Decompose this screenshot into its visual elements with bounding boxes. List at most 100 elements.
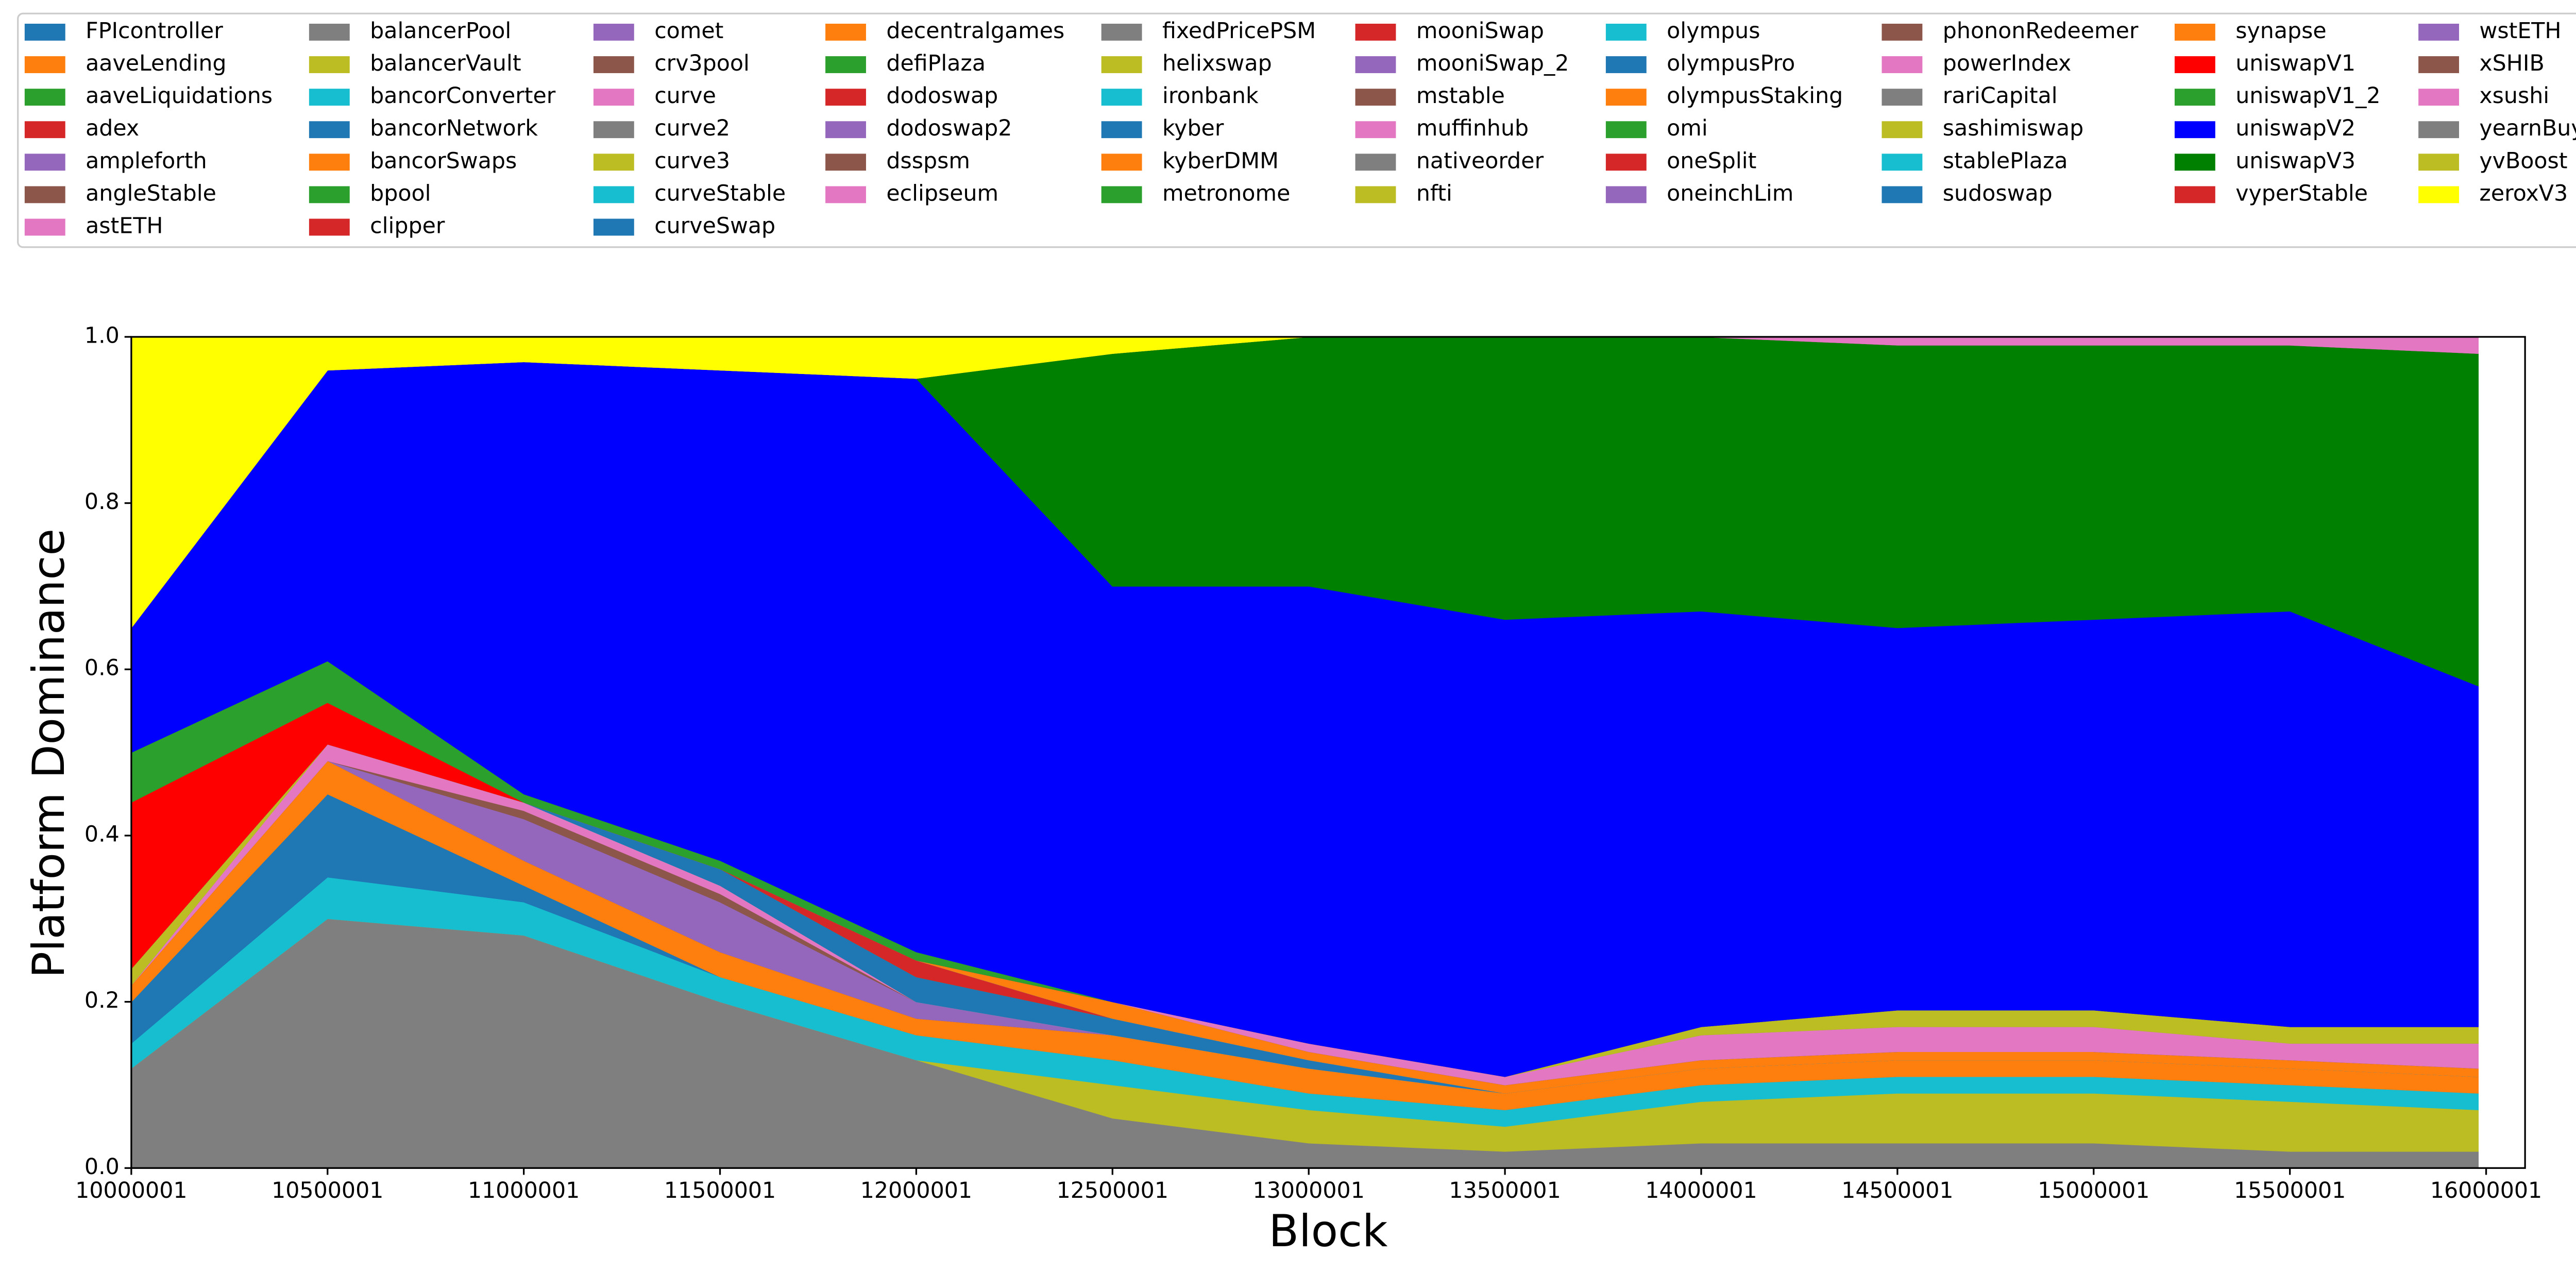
legend-label: mooniSwap_2 (1416, 50, 1569, 76)
legend-swatch (24, 186, 65, 203)
legend-label: helixswap (1162, 50, 1272, 76)
legend-label: curve2 (654, 115, 730, 141)
legend-swatch (1355, 56, 1396, 73)
legend-label: xsushi (2479, 83, 2549, 109)
legend-swatch (309, 218, 350, 236)
legend-swatch (1605, 186, 1647, 203)
legend-label: kyberDMM (1162, 148, 1279, 174)
legend-label: nfti (1416, 180, 1452, 206)
x-tick-label: 13500001 (1449, 1178, 1561, 1203)
legend-frame (17, 12, 2576, 248)
legend-label: mooniSwap (1416, 18, 1544, 44)
legend-label: dodoswap (886, 83, 998, 109)
legend-swatch (24, 154, 65, 171)
x-tick-label: 16000001 (2430, 1178, 2542, 1203)
legend-swatch (2174, 121, 2215, 139)
legend-label: sashimiswap (1943, 115, 2084, 141)
x-tick-label: 12500001 (1057, 1178, 1168, 1203)
legend-swatch (2418, 154, 2459, 171)
legend-swatch (1882, 24, 1923, 41)
legend-swatch (1101, 56, 1142, 73)
legend-label: FPIcontroller (86, 18, 223, 44)
legend-swatch (1355, 186, 1396, 203)
legend-swatch (1355, 24, 1396, 41)
y-tick-label: 0.4 (84, 821, 120, 847)
legend-swatch (1355, 154, 1396, 171)
x-axis-label: Block (1268, 1206, 1388, 1257)
legend-label: curveStable (654, 180, 786, 206)
legend-swatch (2418, 24, 2459, 41)
legend-swatch (1101, 186, 1142, 203)
legend-swatch (825, 154, 866, 171)
legend-swatch (1605, 24, 1647, 41)
legend-swatch (2418, 56, 2459, 73)
legend-swatch (1882, 121, 1923, 139)
legend-label: xSHIB (2479, 50, 2544, 76)
legend-label: rariCapital (1943, 83, 2058, 109)
legend-swatch (24, 218, 65, 236)
legend-label: nativeorder (1416, 148, 1544, 174)
legend-label: bancorConverter (370, 83, 556, 109)
legend-swatch (825, 56, 866, 73)
y-tick-label: 0.2 (84, 988, 120, 1013)
legend-label: balancerVault (370, 50, 521, 76)
legend-swatch (593, 56, 634, 73)
legend-swatch (1101, 24, 1142, 41)
legend-swatch (309, 186, 350, 203)
legend-label: sudoswap (1943, 180, 2053, 206)
legend-label: eclipseum (886, 180, 998, 206)
legend-label: yearnBuyBack (2479, 115, 2576, 141)
legend-swatch (1882, 154, 1923, 171)
legend-swatch (1882, 89, 1923, 106)
x-tick-label: 14000001 (1645, 1178, 1757, 1203)
legend-label: wstETH (2479, 18, 2561, 44)
legend-label: uniswapV1_2 (2235, 83, 2380, 109)
x-tick-label: 15500001 (2234, 1178, 2346, 1203)
legend-swatch (2418, 121, 2459, 139)
legend-swatch (1355, 121, 1396, 139)
x-tick-label: 13000001 (1253, 1178, 1365, 1203)
legend-label: curve3 (654, 148, 730, 174)
legend-swatch (593, 121, 634, 139)
x-tick-label: 14500001 (1841, 1178, 1953, 1203)
legend-label: muffinhub (1416, 115, 1529, 141)
legend-label: uniswapV3 (2235, 148, 2355, 174)
legend-label: fixedPricePSM (1162, 18, 1316, 44)
legend-label: phononRedeemer (1943, 18, 2139, 44)
y-tick-label: 1.0 (84, 323, 120, 348)
legend-label: decentralgames (886, 18, 1064, 44)
legend-label: oneSplit (1667, 148, 1756, 174)
legend-swatch (1882, 56, 1923, 73)
legend-swatch (825, 186, 866, 203)
legend-label: uniswapV1 (2235, 50, 2355, 76)
legend-label: synapse (2235, 18, 2326, 44)
legend-label: comet (654, 18, 723, 44)
legend-label: yvBoost (2479, 148, 2567, 174)
legend-swatch (2174, 186, 2215, 203)
legend-label: olympus (1667, 18, 1760, 44)
legend-swatch (593, 89, 634, 106)
legend-label: clipper (370, 213, 445, 239)
legend-swatch (309, 56, 350, 73)
legend-swatch (2174, 24, 2215, 41)
legend-swatch (2174, 56, 2215, 73)
legend-swatch (2418, 89, 2459, 106)
legend-label: defiPlaza (886, 50, 986, 76)
legend-swatch (1101, 121, 1142, 139)
legend-label: angleStable (86, 180, 216, 206)
legend-label: vyperStable (2235, 180, 2368, 206)
legend-swatch (1101, 154, 1142, 171)
legend-label: oneinchLim (1667, 180, 1793, 206)
legend-swatch (2418, 186, 2459, 203)
legend-label: adex (86, 115, 139, 141)
legend-swatch (309, 154, 350, 171)
x-tick-label: 15000001 (2038, 1178, 2149, 1203)
legend-swatch (24, 24, 65, 41)
legend-swatch (825, 121, 866, 139)
legend-label: ironbank (1162, 83, 1259, 109)
legend-label: zeroxV3 (2479, 180, 2568, 206)
legend-label: curveSwap (654, 213, 775, 239)
axes-frame (130, 336, 2526, 1169)
